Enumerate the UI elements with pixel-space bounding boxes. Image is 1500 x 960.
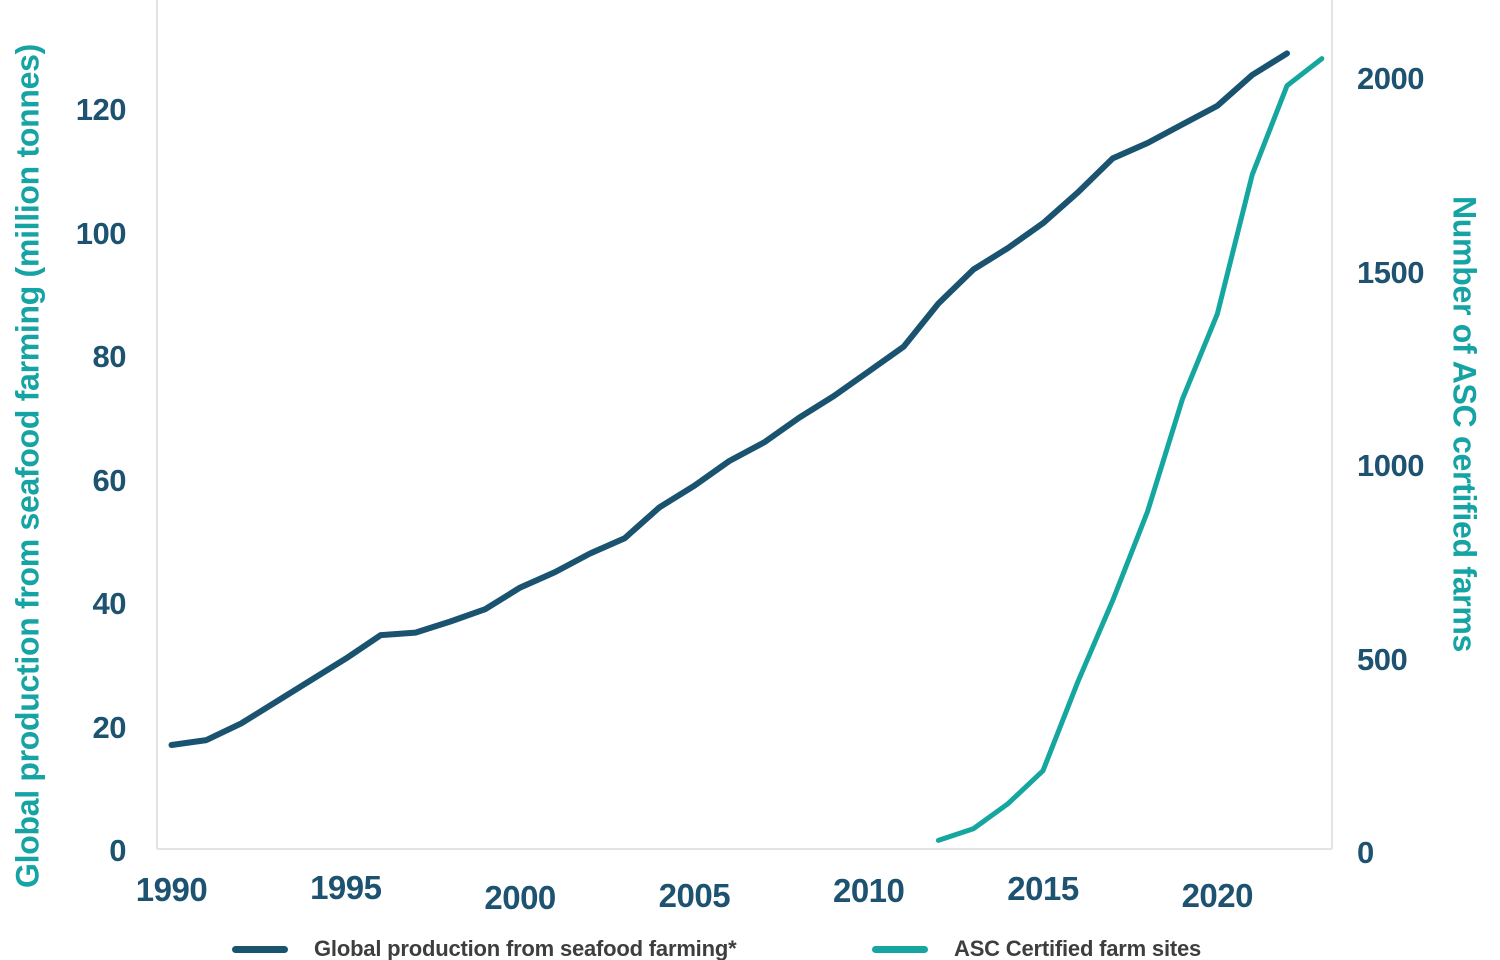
right-axis-tick-1000: 1000: [1357, 448, 1424, 483]
x-axis-tick-2000: 2000: [484, 879, 556, 916]
x-axis-tick-2010: 2010: [832, 872, 905, 909]
x-axis-tick-1990: 1990: [135, 871, 208, 908]
left-axis-tick-0: 0: [109, 833, 126, 868]
production-line: [168, 50, 1290, 748]
right-axis-tick-1500: 1500: [1357, 254, 1424, 290]
left-axis-tick-80: 80: [92, 339, 127, 374]
right-axis-title: Number of ASC certified farms: [1446, 196, 1483, 652]
left-axis-tick-40: 40: [92, 586, 127, 621]
x-axis-tick-2015: 2015: [1007, 870, 1079, 907]
right-axis-tick-500: 500: [1357, 641, 1408, 677]
left-axis-tick-100: 100: [75, 215, 127, 251]
right-axis-tick-0: 0: [1357, 835, 1374, 870]
x-axis-tick-2005: 2005: [658, 877, 731, 914]
left-axis-tick-20: 20: [92, 709, 127, 745]
x-axis-tick-1995: 1995: [310, 869, 382, 906]
right-axis-tick-2000: 2000: [1357, 61, 1424, 96]
left-axis-tick-60: 60: [92, 462, 127, 498]
left-axis-tick-120: 120: [75, 92, 127, 127]
asc-farms-line: [935, 56, 1325, 843]
x-axis-tick-2020: 2020: [1181, 877, 1254, 914]
